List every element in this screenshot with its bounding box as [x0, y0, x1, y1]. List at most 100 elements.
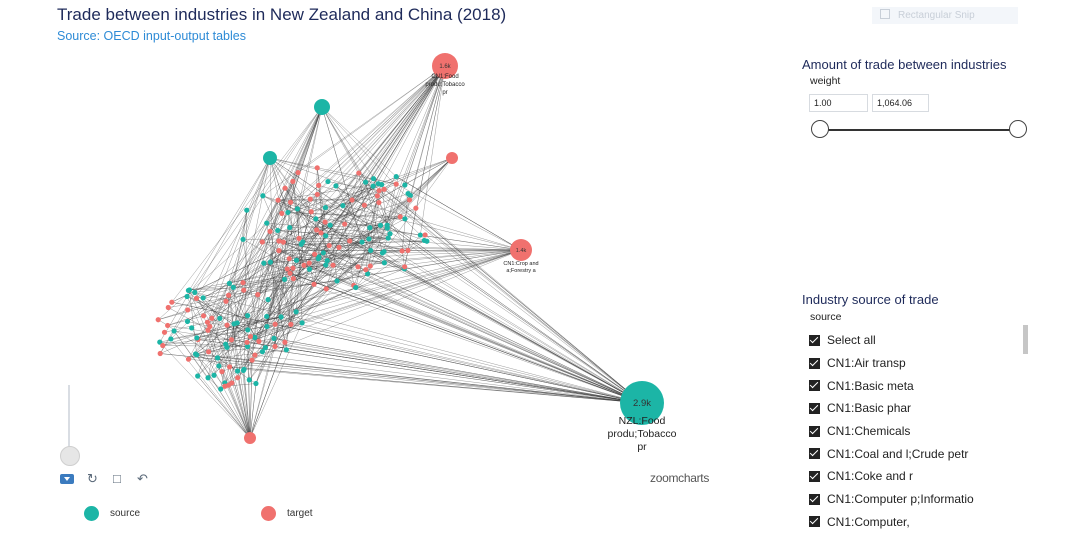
- network-node: [275, 228, 280, 233]
- zoom-slider-track[interactable]: [68, 385, 70, 453]
- slicer-scrollbar-thumb[interactable]: [1023, 325, 1028, 354]
- network-node: [402, 216, 407, 221]
- network-node: [245, 313, 250, 318]
- network-node: [215, 355, 220, 360]
- back-icon[interactable]: ↶: [137, 472, 148, 486]
- network-node: [328, 223, 333, 228]
- checkbox-checked-icon[interactable]: [809, 426, 820, 437]
- checkbox-checked-icon[interactable]: [809, 448, 820, 459]
- network-node: [295, 170, 300, 175]
- slicer-item-label: CN1:Basic phar: [827, 401, 911, 415]
- checkbox-checked-icon[interactable]: [809, 380, 820, 391]
- refresh-icon[interactable]: ↻: [87, 472, 98, 486]
- network-node: [160, 343, 165, 348]
- node-cn1-crop[interactable]: 1.4k CN1:Crop and a;Forestry a: [503, 239, 538, 274]
- network-edge: [330, 66, 445, 225]
- network-node: [241, 367, 246, 372]
- network-node: [168, 336, 173, 341]
- network-node: [336, 245, 341, 250]
- checkbox-checked-icon[interactable]: [809, 494, 820, 505]
- weight-range-track[interactable]: [820, 129, 1019, 131]
- network-node: [296, 236, 301, 241]
- network-node: [368, 263, 373, 268]
- network-edge: [270, 262, 642, 403]
- network-node: [253, 381, 258, 386]
- network-node: [394, 182, 399, 187]
- network-node: [422, 232, 427, 237]
- node-nzl-food-caption-1: NZL:Food: [619, 415, 666, 427]
- slicer-item[interactable]: CN1:Basic meta: [809, 374, 1009, 397]
- menu-icon[interactable]: [60, 474, 74, 484]
- network-edge: [326, 66, 445, 289]
- network-node: [169, 300, 174, 305]
- network-node: [282, 186, 287, 191]
- network-node: [264, 314, 269, 319]
- slicer-item[interactable]: CN1:Chemicals: [809, 420, 1009, 443]
- network-node: [402, 182, 407, 187]
- network-node: [275, 198, 280, 203]
- legend-item-source[interactable]: source: [84, 506, 140, 522]
- legend-item-target[interactable]: target: [261, 506, 313, 522]
- network-graph[interactable]: 2.9k NZL:Food produ;Tobacco pr 1.6k CN1:…: [0, 0, 790, 500]
- network-node: [299, 242, 304, 247]
- network-node: [211, 373, 216, 378]
- network-hub-node: [263, 151, 277, 165]
- slicer-item[interactable]: CN1:Coke and r: [809, 465, 1009, 488]
- network-node: [368, 248, 373, 253]
- network-node: [264, 324, 269, 329]
- zoom-slider-handle[interactable]: [60, 446, 80, 466]
- slicer-item-select-all[interactable]: Select all: [809, 329, 1009, 352]
- network-node: [290, 179, 295, 184]
- checkbox-checked-icon[interactable]: [809, 471, 820, 482]
- weight-max-input[interactable]: 1,064.06: [872, 94, 929, 112]
- network-edge: [322, 107, 396, 177]
- node-cn1-crop-caption-1: CN1:Crop and: [503, 261, 538, 267]
- network-node: [227, 364, 232, 369]
- network-edge: [343, 158, 452, 206]
- network-node: [311, 282, 316, 287]
- slicer-item[interactable]: CN1:Basic phar: [809, 397, 1009, 420]
- network-node: [223, 299, 228, 304]
- weight-range-max-handle[interactable]: [1009, 120, 1027, 138]
- network-node: [279, 314, 284, 319]
- network-node: [186, 288, 191, 293]
- network-node: [333, 183, 338, 188]
- network-node: [271, 336, 276, 341]
- weight-min-input[interactable]: 1.00: [809, 94, 868, 112]
- network-node: [287, 256, 292, 261]
- slicer-item-label: CN1:Chemicals: [827, 424, 910, 438]
- node-nzl-food-caption-2: produ;Tobacco: [608, 428, 677, 440]
- network-node: [285, 266, 290, 271]
- network-node: [265, 297, 270, 302]
- slicer-item-label: CN1:Computer p;Informatio: [827, 492, 974, 506]
- slicer-item[interactable]: CN1:Coal and l;Crude petr: [809, 442, 1009, 465]
- slicer-item[interactable]: CN1:Air transp: [809, 352, 1009, 375]
- network-node: [201, 313, 206, 318]
- network-node: [315, 165, 320, 170]
- network-node: [413, 206, 418, 211]
- checkbox-checked-icon[interactable]: [809, 516, 820, 527]
- network-node: [255, 292, 260, 297]
- network-node: [376, 200, 381, 205]
- slicer-item-label: CN1:Basic meta: [827, 379, 914, 393]
- checkbox-checked-icon[interactable]: [809, 358, 820, 369]
- network-node: [301, 263, 306, 268]
- rectangular-snip-overlay[interactable]: Rectangular Snip: [872, 7, 1018, 24]
- unlock-icon[interactable]: □: [113, 472, 121, 486]
- network-node: [294, 309, 299, 314]
- network-edge: [259, 341, 642, 403]
- network-node: [206, 349, 211, 354]
- checkbox-checked-icon[interactable]: [809, 335, 820, 346]
- slicer-item[interactable]: CN1:Computer p;Informatio: [809, 488, 1009, 511]
- network-node: [282, 340, 287, 345]
- network-node: [321, 250, 326, 255]
- network-node: [252, 353, 257, 358]
- network-node: [314, 227, 319, 232]
- network-node: [325, 258, 330, 263]
- network-node: [268, 260, 273, 265]
- network-node: [195, 373, 200, 378]
- checkbox-checked-icon[interactable]: [809, 403, 820, 414]
- network-node: [194, 352, 199, 357]
- weight-range-min-handle[interactable]: [811, 120, 829, 138]
- legend-source-label: source: [110, 508, 140, 519]
